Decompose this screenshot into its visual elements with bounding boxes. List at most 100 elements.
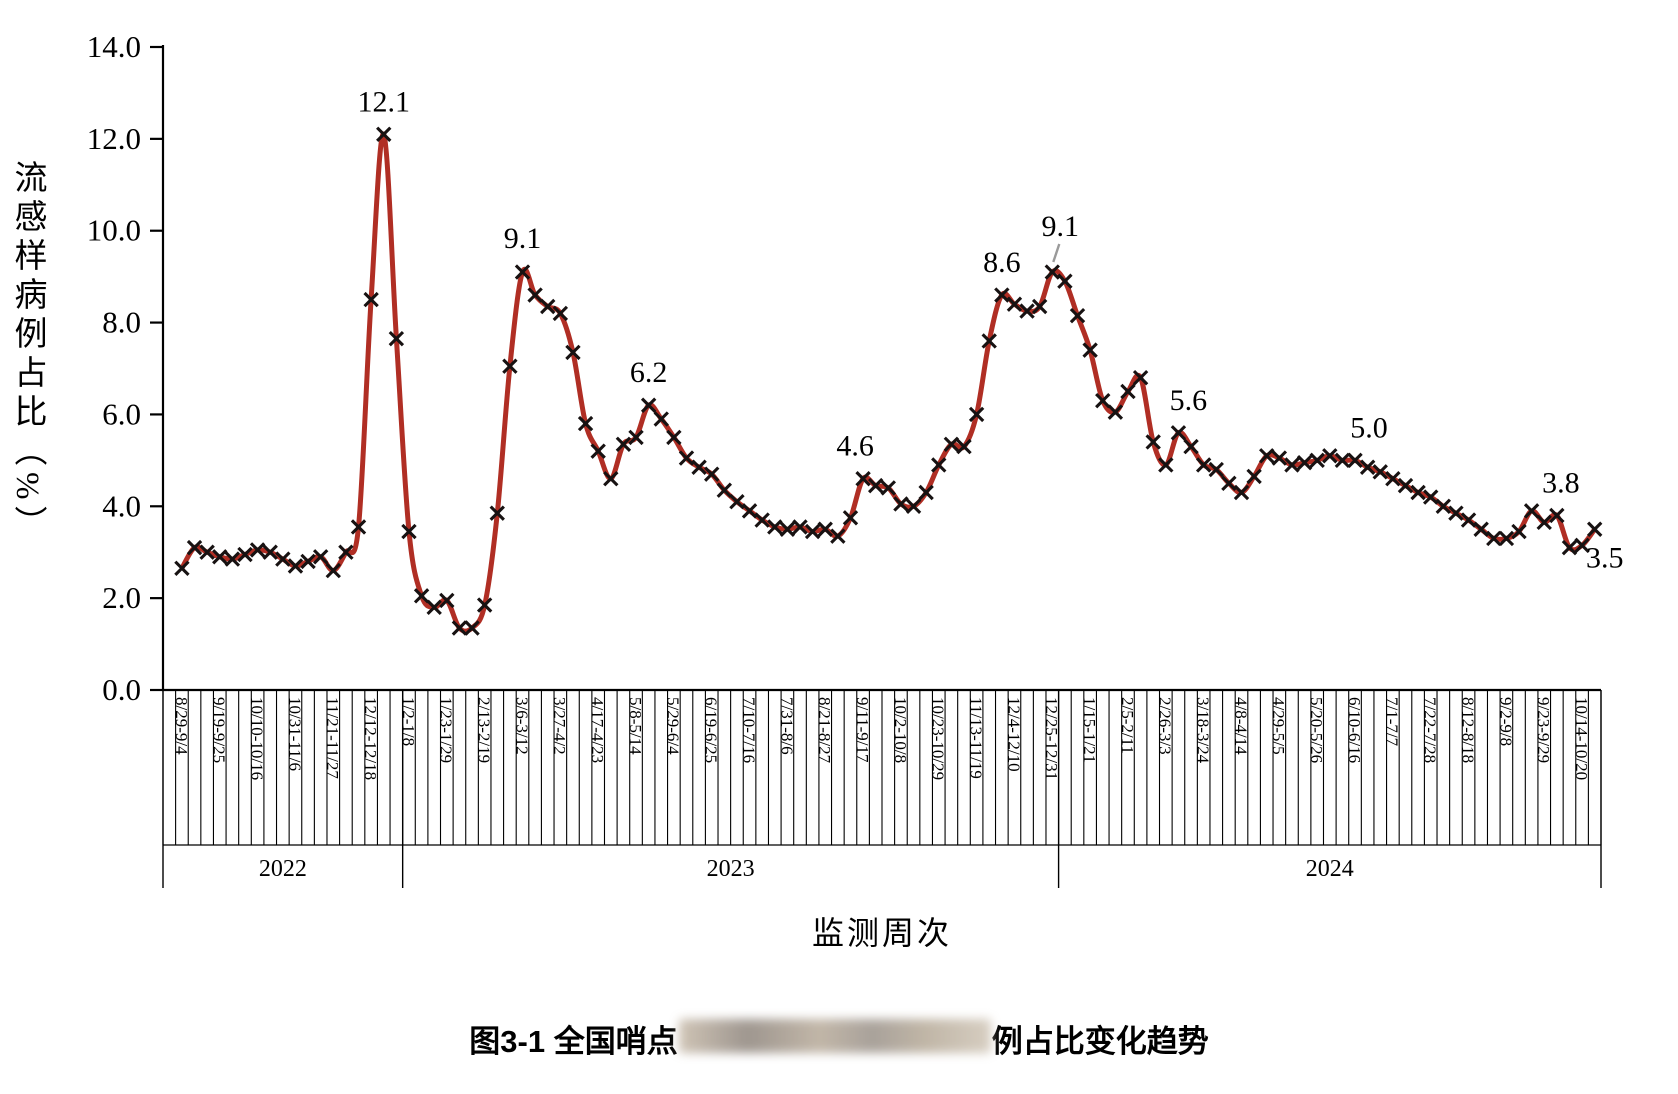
week-label: 8/29-9/4 [172, 697, 191, 755]
data-point-marker [943, 436, 960, 452]
data-point-marker [741, 503, 758, 519]
week-label: 5/29-6/4 [664, 697, 683, 755]
data-point-marker [1334, 452, 1351, 469]
ili-percentage-trend-chart: 0.0 2.0 4.0 6.0 8.0 10.0 12.0 14.0 8/29-9/4 9/19-… [87, 29, 1624, 888]
y-axis-title: 流感样病例占比（%） [9, 160, 45, 545]
data-point-marker [1170, 425, 1187, 441]
data-point-marker [186, 539, 203, 556]
data-point-marker [918, 484, 934, 501]
data-label: 3.8 [1542, 466, 1580, 499]
week-label: 2/5-2/11 [1118, 697, 1137, 754]
y-tick-label: 8.0 [102, 305, 141, 340]
data-point-marker [1095, 392, 1111, 409]
data-point-marker [779, 521, 796, 537]
data-point-marker [867, 477, 884, 494]
data-point-marker [792, 519, 808, 535]
data-point-marker [653, 411, 669, 427]
data-point-marker [199, 544, 215, 560]
week-label: 10/2-10/8 [891, 697, 910, 763]
week-label: 12/4-12/10 [1004, 697, 1023, 772]
week-label: 7/31-8/6 [777, 697, 796, 755]
data-point-marker [1511, 523, 1527, 540]
data-label: 4.6 [836, 430, 874, 463]
data-point-marker [476, 597, 493, 613]
y-tick-label: 6.0 [102, 396, 141, 431]
week-label: 6/10-6/16 [1345, 697, 1364, 763]
data-point-marker [489, 505, 505, 521]
data-point-marker [376, 126, 392, 142]
week-label: 11/13-11/19 [966, 697, 985, 779]
data-point-marker [1486, 530, 1502, 547]
data-point-marker [1233, 484, 1250, 501]
data-label: 3.5 [1586, 541, 1624, 574]
data-point-marker [1561, 539, 1578, 556]
data-point-marker [350, 519, 367, 535]
y-tick-label: 0.0 [102, 672, 141, 707]
data-point-marker [565, 344, 581, 361]
caption-prefix: 图3-1 全国哨点 [469, 1024, 678, 1059]
data-point-marker [981, 333, 997, 349]
data-point-marker [893, 496, 909, 512]
data-point-marker [931, 457, 947, 473]
data-point-marker [754, 512, 770, 528]
data-point-marker [905, 498, 922, 514]
data-label: 12.1 [357, 85, 410, 118]
data-point-marker [855, 471, 871, 487]
week-label: 12/25-12/31 [1042, 697, 1061, 780]
data-point-marker [1347, 452, 1363, 469]
data-point-marker [1359, 459, 1376, 475]
data-point-marker [704, 466, 720, 482]
data-point-marker [527, 287, 543, 303]
data-point-marker [1448, 505, 1464, 521]
week-label: 12/12-12/18 [361, 697, 380, 780]
data-label: 5.6 [1170, 384, 1208, 417]
data-point-marker [426, 599, 442, 616]
week-label: 1/23-1/29 [437, 697, 456, 763]
week-label: 8/12-8/18 [1458, 697, 1477, 763]
data-point-marker [640, 397, 657, 413]
data-point-marker [1259, 448, 1275, 464]
data-label: 5.0 [1350, 411, 1388, 444]
data-point-marker [325, 562, 341, 579]
data-point-marker [1031, 298, 1048, 315]
data-point-marker [767, 519, 783, 535]
data-point-marker [956, 438, 972, 455]
x-axis-title: 监测周次 [811, 915, 952, 951]
data-point-marker [1309, 452, 1325, 469]
data-point-marker [1057, 273, 1073, 289]
data-point-marker [615, 436, 632, 452]
week-label: 2/26-3/3 [1156, 697, 1175, 755]
data-point-marker [1006, 296, 1023, 312]
data-point-marker [1523, 503, 1540, 519]
week-label: 7/10-7/16 [739, 697, 758, 763]
data-point-marker [262, 544, 278, 560]
week-label: 1/15-1/21 [1080, 697, 1099, 763]
data-point-marker [1385, 471, 1401, 487]
week-label: 9/2-9/8 [1496, 697, 1515, 746]
data-point-marker [1221, 475, 1237, 492]
data-point-marker [287, 558, 304, 574]
data-label: 9.1 [504, 222, 542, 255]
data-point-marker [388, 330, 405, 347]
data-point-marker [1208, 461, 1224, 478]
data-point-marker [275, 551, 291, 567]
data-point-marker [804, 523, 821, 540]
data-point-marker [451, 620, 468, 636]
data-point-marker [817, 521, 833, 537]
y-tick-label: 10.0 [87, 213, 141, 248]
year-label: 2022 [259, 856, 307, 882]
data-point-marker [249, 542, 266, 558]
data-point-marker [1145, 434, 1161, 450]
data-point-marker [1372, 464, 1388, 480]
week-label: 3/6-3/12 [512, 697, 531, 755]
data-point-marker [514, 264, 531, 280]
data-point-marker [540, 298, 556, 315]
week-label: 11/21-11/27 [323, 697, 342, 779]
data-point-marker [1195, 457, 1212, 473]
week-label: 10/31-11/6 [285, 697, 304, 771]
data-point-marker [300, 553, 316, 570]
data-point-marker [1107, 404, 1124, 420]
data-point-marker [502, 358, 518, 374]
y-tick-label: 14.0 [87, 29, 141, 64]
